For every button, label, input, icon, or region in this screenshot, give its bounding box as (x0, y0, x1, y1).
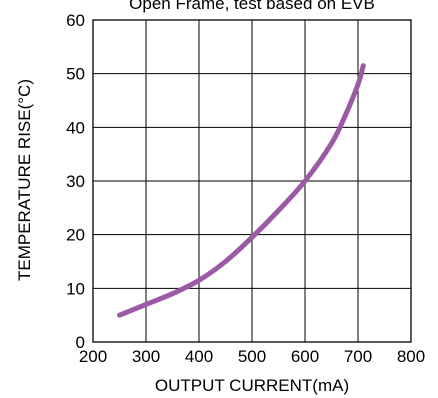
y-tick-label: 60 (66, 11, 85, 30)
x-tick-label: 400 (185, 347, 213, 366)
y-tick-label: 10 (66, 279, 85, 298)
x-tick-labels: 200 300 400 500 600 700 800 (79, 347, 425, 366)
y-axis-title: TEMPERATURE RISE(°C) (15, 79, 34, 281)
x-tick-label: 500 (238, 347, 266, 366)
x-tick-label: 300 (132, 347, 160, 366)
y-tick-label: 40 (66, 118, 85, 137)
chart-title: Open Frame, test based on EVB (129, 0, 375, 13)
y-tick-labels: 0 10 20 30 40 50 60 (66, 11, 85, 352)
curve-layer (117, 63, 366, 318)
y-tick-label: 50 (66, 65, 85, 84)
x-tick-label: 600 (291, 347, 319, 366)
y-tick-label: 20 (66, 226, 85, 245)
y-tick-label: 0 (76, 333, 85, 352)
temperature-curve (117, 63, 366, 318)
x-tick-label: 800 (397, 347, 425, 366)
x-axis-title: OUTPUT CURRENT(mA) (155, 376, 349, 395)
x-tick-label: 200 (79, 347, 107, 366)
y-tick-label: 30 (66, 172, 85, 191)
x-tick-label: 700 (344, 347, 372, 366)
plot-frame (92, 19, 412, 343)
